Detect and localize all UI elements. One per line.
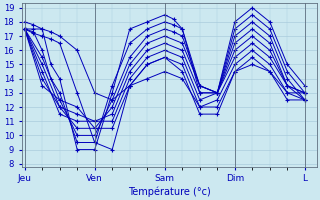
X-axis label: Température (°c): Température (°c) [128,186,211,197]
